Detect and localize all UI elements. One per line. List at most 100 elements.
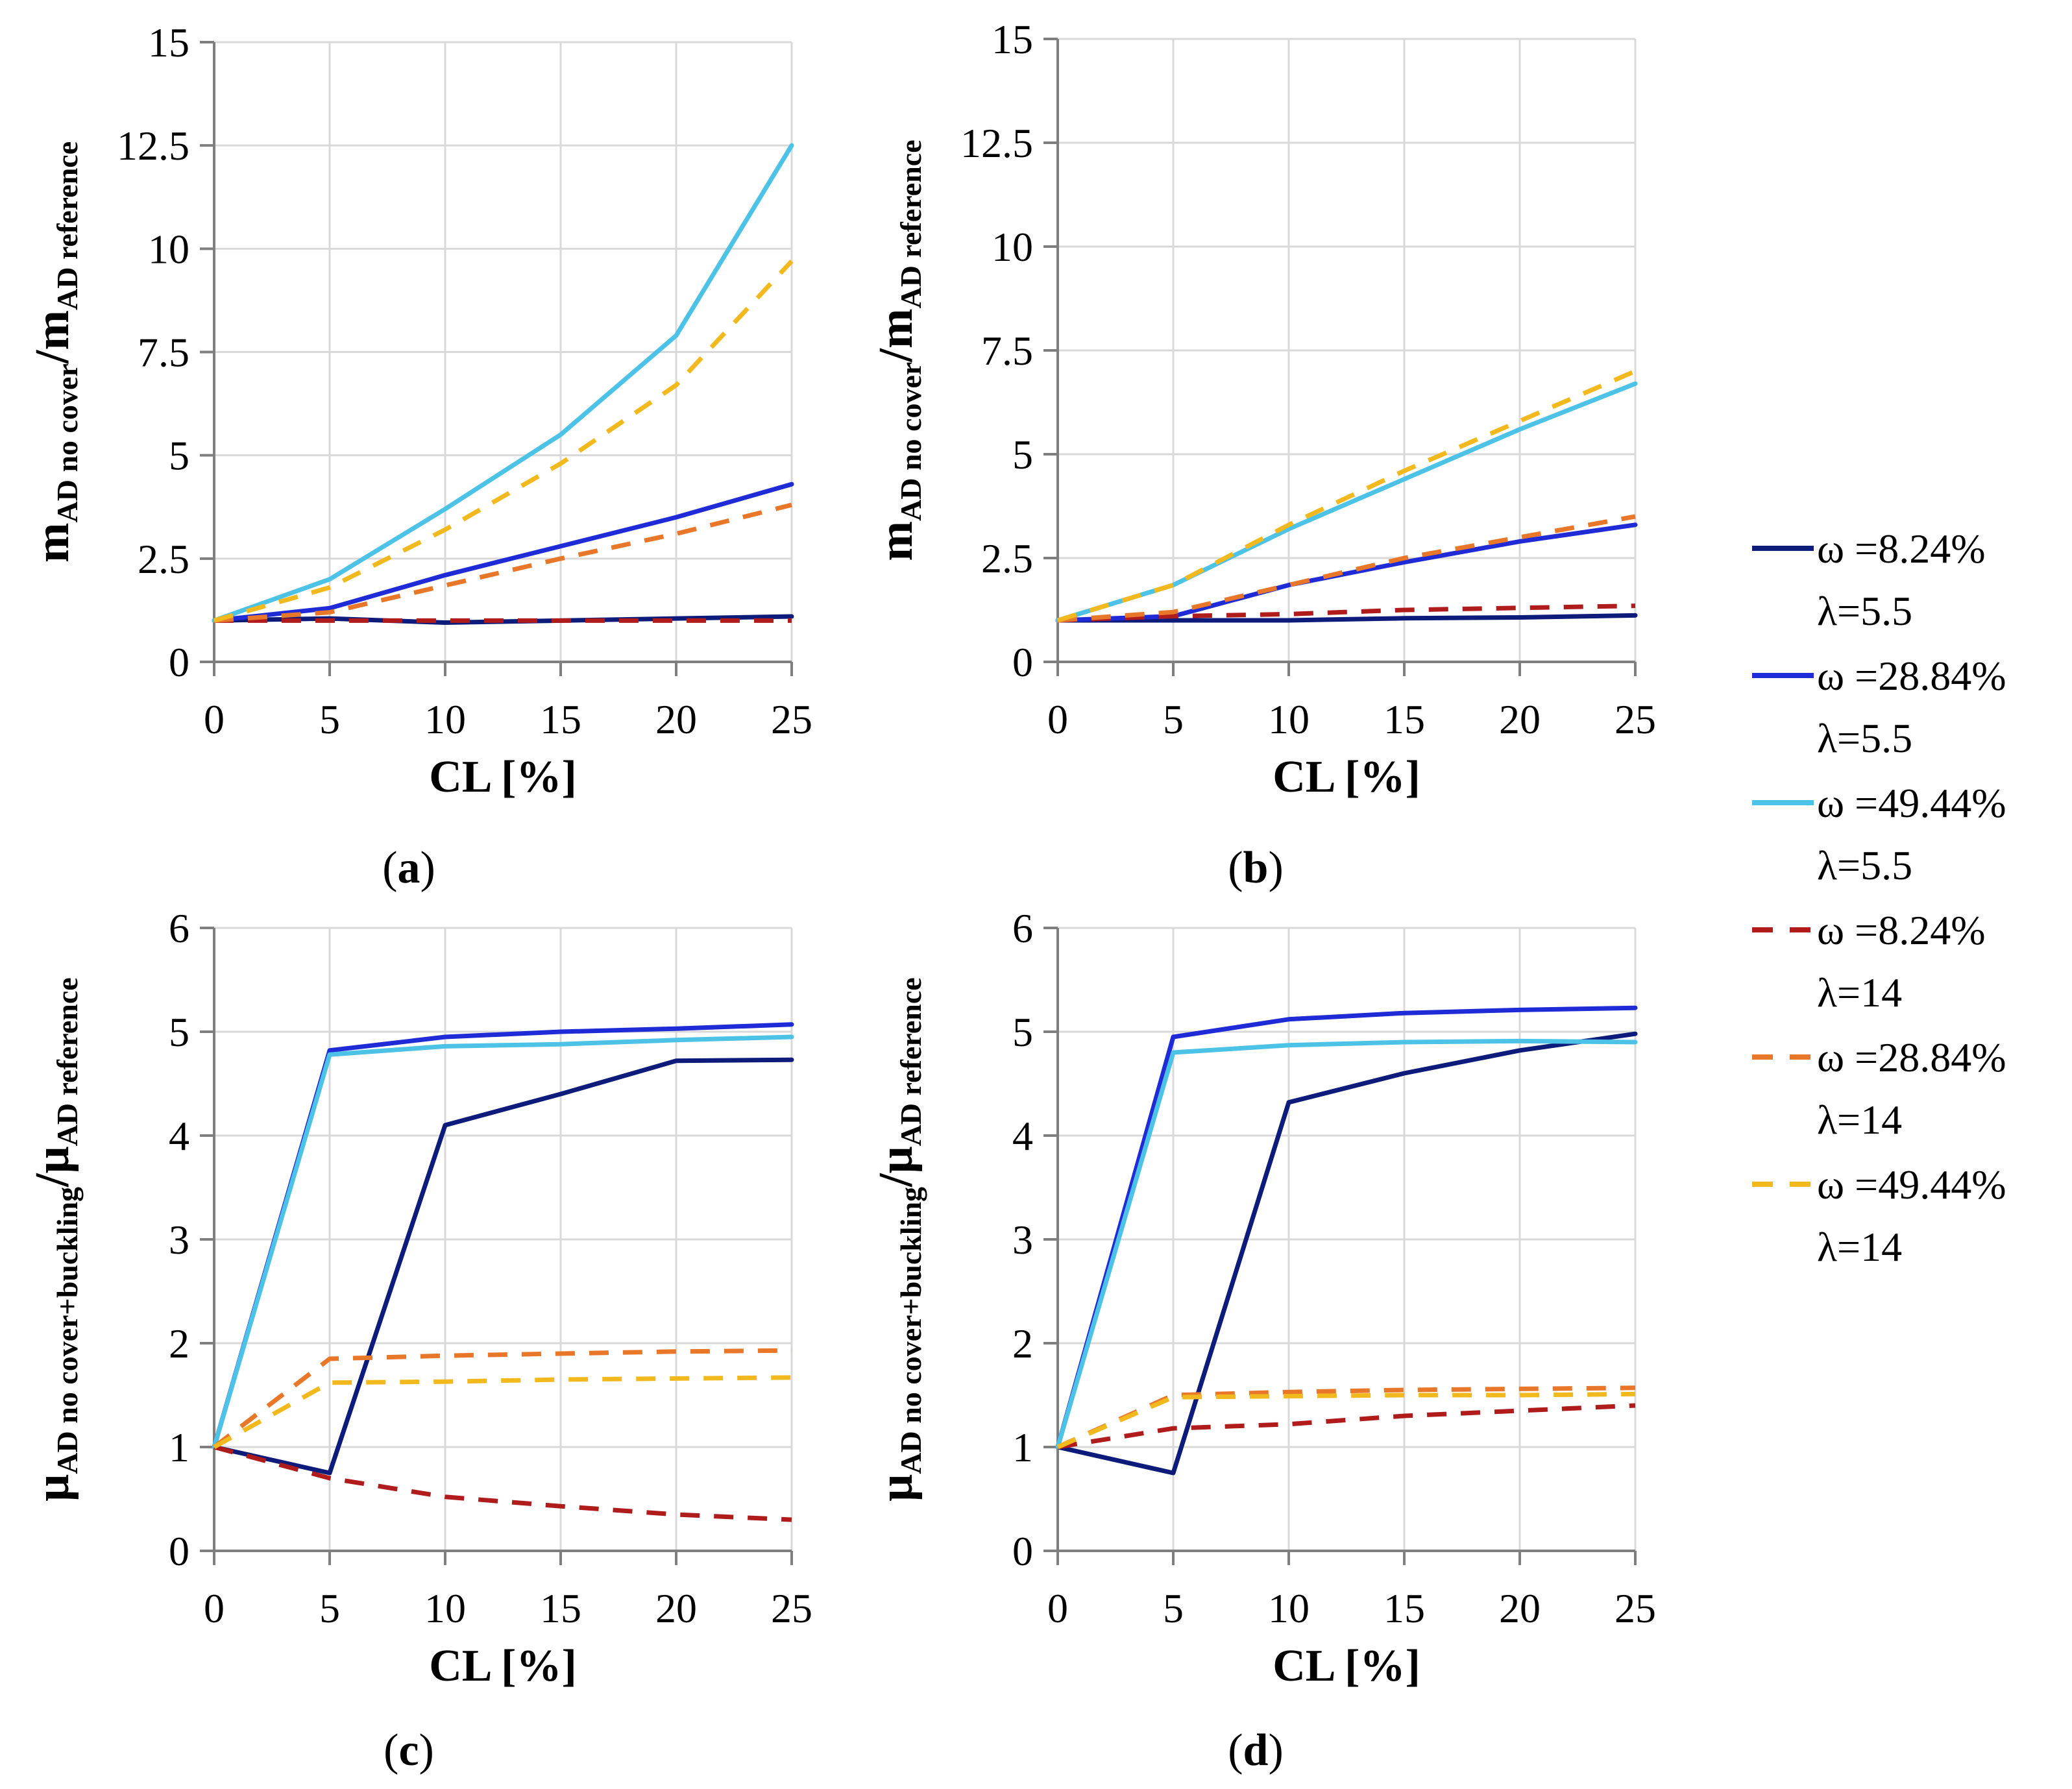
x-tick-label: 0 [1047,696,1068,742]
x-tick-label: 25 [1615,1585,1656,1631]
legend: ω =8.24% λ=5.5 ω =28.84% λ=5.5 ω =49.44% λ=5.… [1752,526,2006,1270]
y-axis-label: mAD no cover/mAD reference [870,140,927,561]
x-tick-label: 15 [1383,1585,1425,1631]
y-axis-label-part: / [26,349,79,364]
y-tick-label: 15 [992,16,1033,62]
x-tick-label: 20 [1499,1585,1541,1631]
y-tick-label: 2 [1012,1320,1033,1367]
series-line-b-2 [1055,381,1638,623]
grid-c [213,927,793,1552]
caption-paren-close: ) [1268,843,1283,893]
series-line-c-4 [212,1348,792,1449]
x-axis-label: CL [%] [429,752,577,802]
y-tick-label: 1 [1012,1424,1033,1470]
grid-b [1056,38,1637,663]
x-tick-label: 10 [424,1585,466,1631]
x-axis-label: CL [%] [429,1641,577,1691]
x-tick-label: 0 [204,696,225,742]
series-line-a-1 [212,481,794,623]
x-tick-label: 5 [1163,696,1184,742]
caption-paren-close: ) [420,843,435,893]
grid-a [213,41,793,663]
y-axis-label: mAD no cover/mAD reference [26,141,84,563]
x-tick-label: 5 [1163,1585,1184,1631]
legend-label-0: ω =8.24% [1817,526,1986,572]
legend-label-5: ω =49.44% [1817,1162,2006,1208]
y-tick-label: 4 [169,1113,189,1159]
y-axis-label: μAD no cover+buckling/μAD reference [26,977,84,1501]
y-axis-label-part: μ [26,1146,79,1173]
legend-label-2: ω =49.44% [1817,780,2006,826]
series-line-c-0 [212,1057,794,1476]
series-line-d-0 [1055,1031,1638,1476]
series-line-c-2 [212,1034,794,1450]
y-axis-label-part: AD no cover [51,363,84,522]
x-tick-label: 20 [1499,696,1541,742]
y-tick-label: 3 [1012,1217,1033,1263]
series-line-d-4 [1056,1385,1636,1450]
legend-sublabel-1: λ=5.5 [1817,715,1912,761]
y-tick-label: 2 [169,1320,189,1367]
series-line-a-2 [212,143,794,623]
y-axis-label-part: μ [870,1146,923,1173]
y-tick-label: 2.5 [981,535,1033,581]
caption-letter: c [398,1725,419,1775]
x-tick-label: 15 [540,1585,581,1631]
y-tick-label: 1 [169,1424,189,1470]
y-axis-label-part: / [870,348,923,363]
panel-caption-b: (b) [1228,843,1284,893]
y-axis-label-part: / [870,1173,923,1187]
x-tick-label: 25 [771,696,812,742]
series-line-b-4 [1057,514,1636,623]
y-axis-label-part: / [26,1173,79,1187]
caption-paren-open: ( [384,1725,398,1775]
series-line-a-4 [213,502,792,623]
x-tick-label: 5 [319,1585,340,1631]
caption-paren-open: ( [1228,1725,1243,1775]
y-tick-label: 5 [169,1009,189,1055]
y-tick-label: 7.5 [138,330,189,376]
y-tick-label: 5 [1012,432,1033,478]
caption-paren-close: ) [419,1725,434,1775]
y-axis-label-part: m [870,308,923,348]
series-line-c-3 [213,1444,792,1522]
x-tick-label: 10 [1268,1585,1310,1631]
series-line-d-5 [1056,1391,1636,1450]
y-axis-label-part: m [26,522,79,563]
x-axis-label: CL [%] [1273,1641,1420,1691]
legend-sublabel-0: λ=5.5 [1817,588,1912,634]
y-axis-label-part: AD no cover+buckling [51,1187,84,1474]
caption-letter: a [398,843,420,893]
y-tick-label: 4 [1012,1113,1033,1159]
x-tick-label: 10 [1268,696,1310,742]
legend-sublabel-2: λ=5.5 [1817,842,1912,888]
legend-label-3: ω =8.24% [1817,907,1986,953]
x-tick-label: 0 [204,1585,225,1631]
y-tick-label: 0 [169,639,189,685]
x-tick-label: 25 [771,1585,812,1631]
x-tick-label: 20 [655,696,697,742]
caption-letter: b [1243,843,1269,893]
series-line-b-1 [1055,522,1638,623]
series-line-b-0 [1055,613,1638,623]
y-axis-label-part: AD no cover [894,362,927,521]
y-tick-label: 7.5 [981,328,1033,374]
y-axis-label-part: m [870,521,923,561]
y-tick-label: 12.5 [117,123,189,169]
y-tick-label: 15 [148,19,189,66]
series-line-c-5 [213,1375,792,1450]
x-tick-label: 0 [1047,1585,1068,1631]
y-tick-label: 5 [169,433,189,479]
y-tick-label: 0 [169,1528,189,1574]
caption-paren-open: ( [1228,843,1243,893]
y-axis-label-part: AD reference [51,977,84,1146]
y-axis-label-part: AD reference [894,140,927,308]
legend-label-4: ω =28.84% [1817,1034,2006,1080]
series-line-d-1 [1055,1005,1638,1450]
y-tick-label: 5 [1012,1009,1033,1055]
y-axis-label-part: AD no cover+buckling [894,1187,927,1474]
